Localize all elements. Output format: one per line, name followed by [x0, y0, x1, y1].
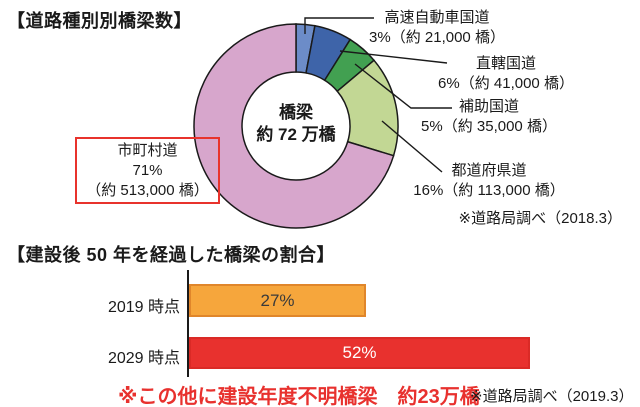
- leader-line-prefectural: [381, 120, 443, 173]
- donut-section-title: 【道路種別別橋梁数】: [7, 11, 192, 31]
- bar-2019: 27%: [189, 284, 366, 317]
- donut-slices: [193, 23, 399, 229]
- bar-2029: 52%: [189, 337, 530, 369]
- municipal-name: 市町村道: [117, 142, 178, 159]
- label-national-subsidized: 補助国道 5%（約 35,000 橋）: [399, 97, 579, 137]
- label-prefectural-name: 都道府県道: [451, 162, 527, 179]
- label-national-direct: 直轄国道 6%（約 41,000 橋）: [416, 54, 596, 94]
- bar-category-2029: 2029 時点: [107, 350, 180, 367]
- bar-2019-value: 27%: [260, 290, 295, 310]
- leader-line-national-subsidized: [354, 63, 452, 109]
- donut-slice-4: [193, 23, 395, 229]
- label-expressway-name: 高速自動車国道: [384, 9, 490, 26]
- municipal-count: （約 513,000 橋）: [86, 182, 209, 199]
- bar-category-2019: 2019 時点: [107, 299, 180, 316]
- donut-source-note: ※道路局調べ（2018.3）: [458, 210, 622, 227]
- donut-center-label: 橋梁 約 72 万橋: [216, 102, 376, 146]
- bar-chart-axis: [187, 270, 189, 377]
- label-prefectural-value: 16%（約 113,000 橋）: [413, 182, 565, 199]
- leader-line-national-direct: [339, 50, 448, 64]
- bar-source-note: ※道路局調べ（2019.3）: [470, 388, 634, 405]
- leader-lines: [304, 17, 452, 173]
- leader-line-expressway: [304, 17, 374, 34]
- donut-center-line1: 橋梁: [279, 103, 313, 122]
- donut-center-line2: 約 72 万橋: [256, 125, 336, 144]
- bar-section-title: 【建設後 50 年を経過した橋梁の割合】: [7, 245, 336, 265]
- label-prefectural: 都道府県道 16%（約 113,000 橋）: [399, 161, 579, 201]
- municipal-percent: 71%: [132, 162, 163, 179]
- label-national-direct-name: 直轄国道: [475, 55, 536, 72]
- bar-2029-value: 52%: [342, 343, 377, 362]
- label-expressway-value: 3%（約 21,000 橋）: [369, 29, 505, 46]
- municipal-highlight-box: 市町村道 71% （約 513,000 橋）: [75, 137, 220, 204]
- unknown-year-note: ※この他に建設年度不明橋梁 約23万橋: [118, 386, 480, 407]
- label-national-subsidized-name: 補助国道: [458, 98, 519, 115]
- label-national-subsidized-value: 5%（約 35,000 橋）: [421, 118, 557, 135]
- label-expressway: 高速自動車国道 3%（約 21,000 橋）: [347, 8, 527, 48]
- label-national-direct-value: 6%（約 41,000 橋）: [438, 75, 574, 92]
